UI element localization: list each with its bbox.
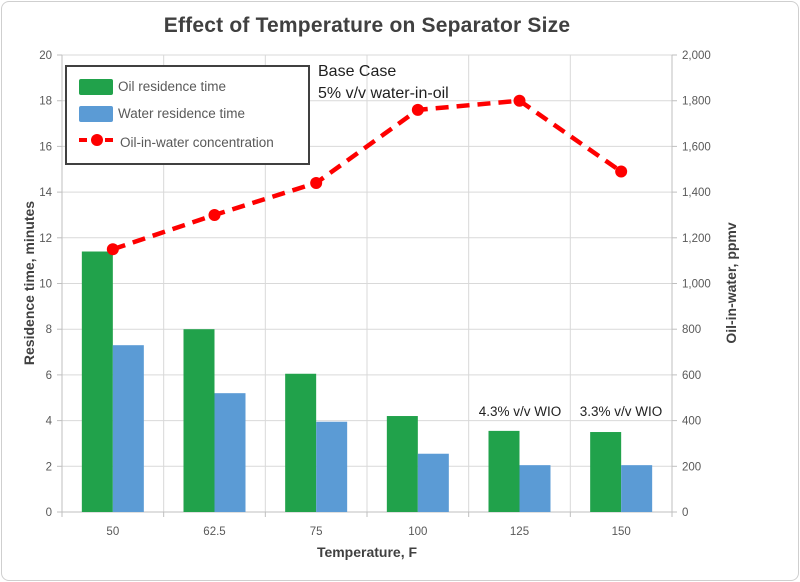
svg-text:800: 800 xyxy=(682,324,701,336)
legend-label-oil: Oil residence time xyxy=(118,79,227,94)
annotation-wio-150: 3.3% v/v WIO xyxy=(579,404,663,419)
svg-text:1,600: 1,600 xyxy=(682,141,711,153)
svg-text:1,200: 1,200 xyxy=(682,233,711,245)
svg-text:0: 0 xyxy=(682,507,688,519)
svg-text:150: 150 xyxy=(612,526,631,538)
svg-text:4: 4 xyxy=(46,416,53,428)
svg-text:1,000: 1,000 xyxy=(682,279,711,291)
legend-item-oil: Oil residence time xyxy=(79,78,304,95)
svg-text:16: 16 xyxy=(39,141,52,153)
svg-text:125: 125 xyxy=(510,526,529,538)
legend-item-oiw: Oil-in-water concentration xyxy=(79,133,304,152)
svg-text:75: 75 xyxy=(310,526,323,538)
svg-text:8: 8 xyxy=(46,324,52,336)
legend-label-oiw: Oil-in-water concentration xyxy=(120,134,274,150)
svg-text:0: 0 xyxy=(46,507,52,519)
svg-text:1,400: 1,400 xyxy=(682,187,711,199)
annotation-base-case: Base Case 5% v/v water-in-oil xyxy=(318,61,449,105)
svg-text:20: 20 xyxy=(39,50,52,62)
svg-text:50: 50 xyxy=(106,526,119,538)
svg-text:14: 14 xyxy=(39,187,52,199)
legend-item-water: Water residence time xyxy=(79,105,304,122)
svg-text:10: 10 xyxy=(39,279,52,291)
svg-text:62.5: 62.5 xyxy=(203,526,225,538)
chart-title: Effect of Temperature on Separator Size xyxy=(163,14,571,37)
svg-text:12: 12 xyxy=(39,233,52,245)
svg-text:1,800: 1,800 xyxy=(682,96,711,108)
svg-text:600: 600 xyxy=(682,370,701,382)
svg-text:6: 6 xyxy=(46,370,52,382)
svg-text:100: 100 xyxy=(408,526,427,538)
svg-text:2,000: 2,000 xyxy=(682,50,711,62)
annotation-wio-125: 4.3% v/v WIO xyxy=(478,404,562,419)
svg-text:400: 400 xyxy=(682,416,701,428)
svg-text:18: 18 xyxy=(39,96,52,108)
oil-series-swatch-icon xyxy=(79,78,113,95)
svg-text:2: 2 xyxy=(46,461,52,473)
water-series-swatch-icon xyxy=(79,105,113,122)
legend: Oil residence time Water residence time … xyxy=(65,65,310,165)
right-axis-title: Oil-in-water, ppmv xyxy=(723,222,739,344)
left-axis-title: Residence time, minutes xyxy=(21,200,37,366)
legend-label-water: Water residence time xyxy=(118,106,246,121)
x-axis-title: Temperature, F xyxy=(316,544,418,560)
annotation-base-case-line1: Base Case xyxy=(318,63,397,80)
dashed-line-marker-icon xyxy=(79,133,115,152)
svg-text:200: 200 xyxy=(682,461,701,473)
annotation-base-case-line2: 5% v/v water-in-oil xyxy=(318,85,449,102)
